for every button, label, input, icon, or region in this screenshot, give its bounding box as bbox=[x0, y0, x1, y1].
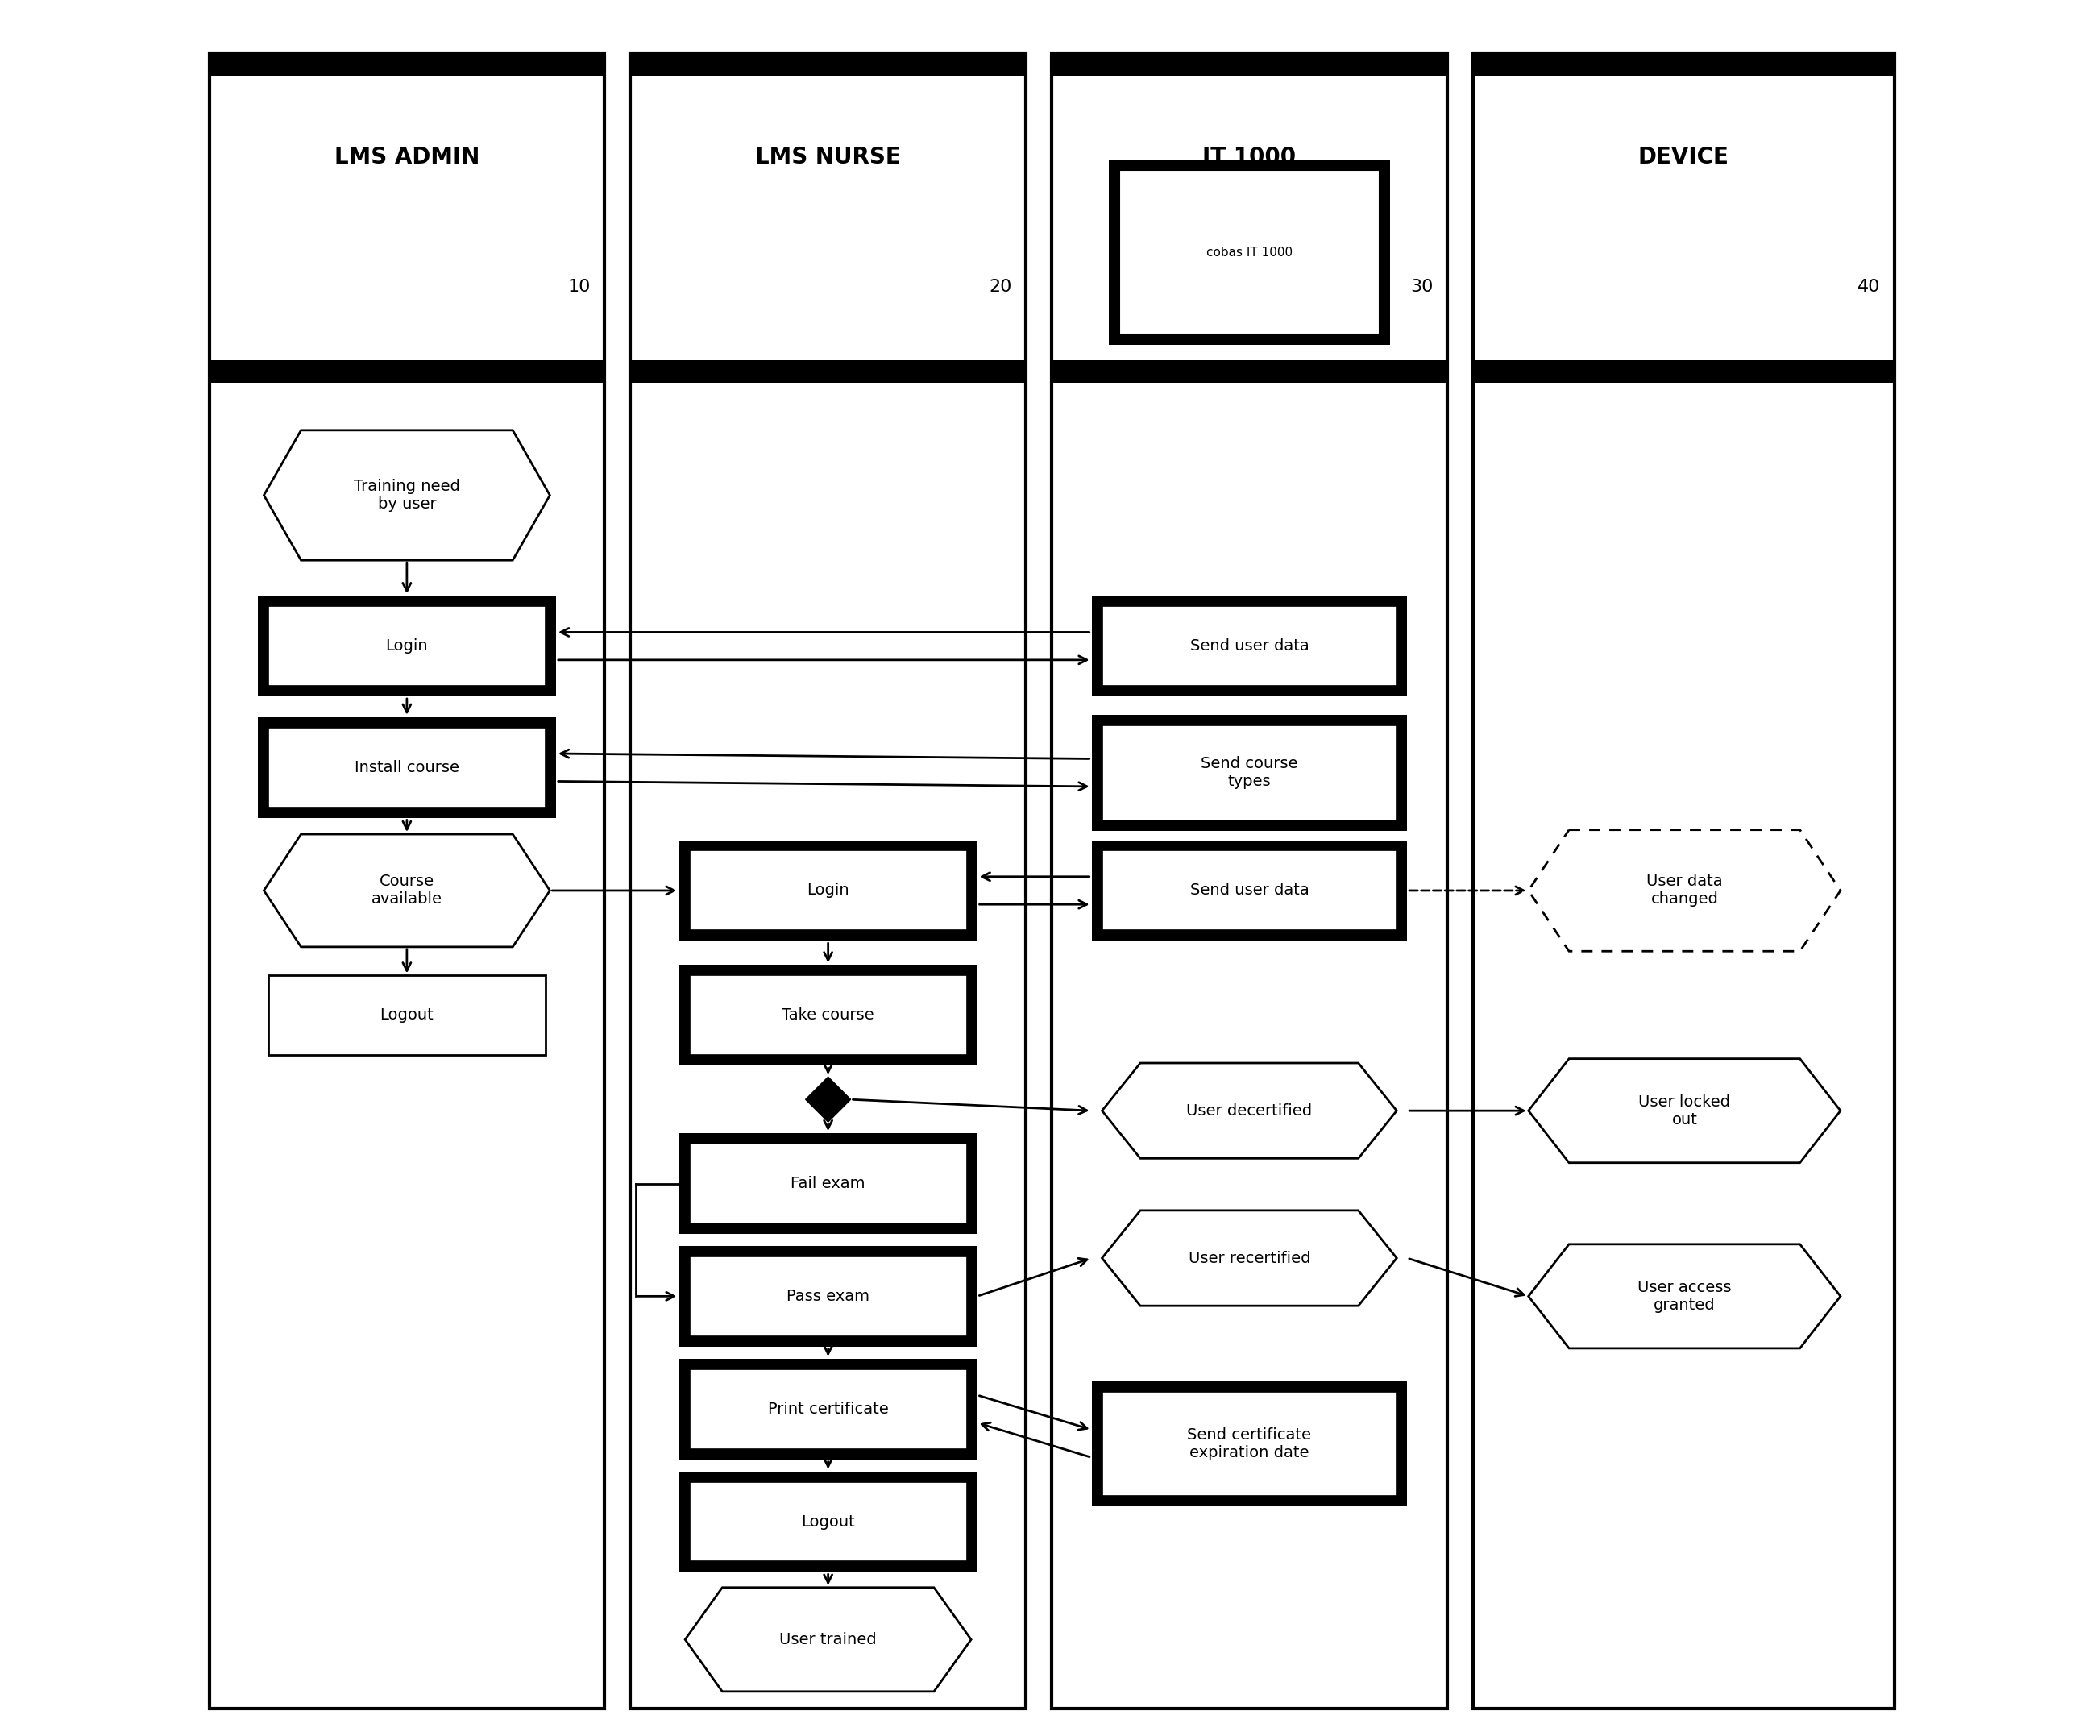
Text: User locked
out: User locked out bbox=[1638, 1094, 1730, 1127]
Bar bbox=[1052, 54, 1447, 76]
Polygon shape bbox=[1102, 1062, 1397, 1158]
Text: Send user data: Send user data bbox=[1191, 639, 1308, 654]
Bar bbox=[1052, 54, 1447, 1708]
Bar bbox=[1102, 851, 1397, 930]
Bar bbox=[1102, 606, 1397, 686]
Bar bbox=[678, 1134, 976, 1234]
Polygon shape bbox=[685, 1587, 970, 1691]
Bar bbox=[258, 717, 556, 818]
Bar bbox=[1092, 595, 1407, 696]
Bar bbox=[1102, 726, 1397, 821]
Bar bbox=[1052, 359, 1447, 382]
Text: IT 1000: IT 1000 bbox=[1203, 146, 1296, 168]
Bar bbox=[210, 54, 605, 1708]
Text: Login: Login bbox=[806, 884, 848, 898]
Polygon shape bbox=[265, 431, 550, 561]
Polygon shape bbox=[1102, 1210, 1397, 1305]
Text: Logout: Logout bbox=[380, 1007, 435, 1023]
Text: LMS ADMIN: LMS ADMIN bbox=[334, 146, 479, 168]
Text: Training need
by user: Training need by user bbox=[353, 479, 460, 512]
Polygon shape bbox=[265, 835, 550, 946]
Bar bbox=[1472, 54, 1894, 76]
Text: Install course: Install course bbox=[355, 760, 460, 774]
Text: User data
changed: User data changed bbox=[1646, 873, 1722, 908]
Bar bbox=[269, 606, 546, 686]
Bar bbox=[689, 1144, 966, 1224]
Bar bbox=[678, 1246, 976, 1347]
Bar bbox=[269, 976, 546, 1055]
Text: Logout: Logout bbox=[802, 1514, 855, 1529]
Text: User recertified: User recertified bbox=[1189, 1250, 1310, 1266]
Bar bbox=[210, 359, 605, 382]
Text: Course
available: Course available bbox=[372, 873, 443, 908]
Text: LMS NURSE: LMS NURSE bbox=[756, 146, 901, 168]
Text: cobas IT 1000: cobas IT 1000 bbox=[1205, 247, 1291, 259]
Polygon shape bbox=[1529, 1059, 1840, 1163]
Text: Print certificate: Print certificate bbox=[769, 1401, 888, 1417]
Bar bbox=[1092, 840, 1407, 941]
Bar bbox=[689, 851, 966, 930]
Text: 30: 30 bbox=[1411, 279, 1432, 295]
Bar bbox=[678, 1359, 976, 1460]
Bar bbox=[1092, 715, 1407, 832]
Bar bbox=[689, 1257, 966, 1337]
Text: 10: 10 bbox=[567, 279, 590, 295]
Bar bbox=[630, 359, 1025, 382]
Text: Take course: Take course bbox=[781, 1007, 874, 1023]
Text: DEVICE: DEVICE bbox=[1638, 146, 1728, 168]
Text: Send certificate
expiration date: Send certificate expiration date bbox=[1186, 1427, 1310, 1460]
Polygon shape bbox=[1529, 830, 1840, 951]
Bar bbox=[258, 595, 556, 696]
Bar bbox=[1119, 170, 1380, 335]
Text: Send course
types: Send course types bbox=[1201, 757, 1298, 790]
Bar bbox=[689, 1370, 966, 1450]
Bar bbox=[1092, 1382, 1407, 1507]
Polygon shape bbox=[1529, 1245, 1840, 1349]
Bar bbox=[678, 840, 976, 941]
Bar bbox=[1472, 54, 1894, 1708]
Text: Fail exam: Fail exam bbox=[792, 1175, 865, 1191]
Text: 20: 20 bbox=[989, 279, 1012, 295]
Bar bbox=[1472, 359, 1894, 382]
Text: User trained: User trained bbox=[779, 1632, 876, 1647]
Text: User access
granted: User access granted bbox=[1638, 1279, 1730, 1312]
Bar bbox=[1102, 1392, 1397, 1496]
Text: 40: 40 bbox=[1858, 279, 1880, 295]
Bar bbox=[630, 54, 1025, 76]
Polygon shape bbox=[806, 1076, 850, 1121]
Bar bbox=[269, 727, 546, 807]
Bar bbox=[210, 54, 605, 76]
Text: Login: Login bbox=[386, 639, 428, 654]
Text: Pass exam: Pass exam bbox=[788, 1288, 869, 1304]
Bar bbox=[1109, 160, 1390, 345]
Bar bbox=[678, 1472, 976, 1571]
Bar bbox=[630, 54, 1025, 1708]
Text: Send user data: Send user data bbox=[1191, 884, 1308, 898]
Bar bbox=[689, 976, 966, 1055]
Bar bbox=[689, 1483, 966, 1561]
Bar bbox=[678, 965, 976, 1066]
Text: User decertified: User decertified bbox=[1186, 1102, 1312, 1118]
